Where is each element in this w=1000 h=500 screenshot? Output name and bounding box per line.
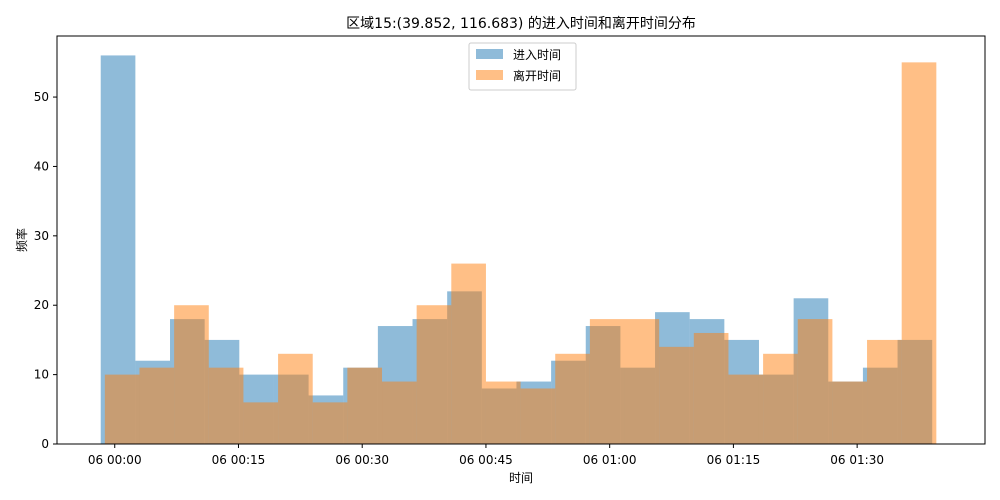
x-tick-label: 06 01:15 xyxy=(707,453,761,467)
bar-exit-19 xyxy=(763,354,798,444)
legend-swatch-entry xyxy=(476,49,503,59)
bar-exit-11 xyxy=(486,382,521,444)
bar-exit-1 xyxy=(139,368,174,444)
x-tick-label: 06 01:00 xyxy=(583,453,637,467)
y-tick-label: 0 xyxy=(41,437,49,451)
bar-exit-20 xyxy=(798,319,833,444)
bar-exit-6 xyxy=(313,402,348,444)
bar-exit-12 xyxy=(521,388,556,444)
bar-exit-9 xyxy=(417,305,452,444)
bar-exit-14 xyxy=(590,319,625,444)
bar-exit-10 xyxy=(451,264,486,444)
legend: 进入时间 离开时间 xyxy=(469,43,576,90)
bar-exit-4 xyxy=(243,402,278,444)
y-tick-label: 20 xyxy=(34,298,49,312)
x-tick-label: 06 00:00 xyxy=(88,453,142,467)
x-tick-label: 06 00:15 xyxy=(212,453,266,467)
bar-exit-23 xyxy=(902,62,937,444)
bar-exit-16 xyxy=(659,347,694,444)
bar-exit-17 xyxy=(694,333,729,444)
legend-swatch-exit xyxy=(476,70,503,80)
chart-title: 区域15:(39.852, 116.683) 的进入时间和离开时间分布 xyxy=(346,15,696,32)
bar-exit-2 xyxy=(174,305,209,444)
y-tick-label: 30 xyxy=(34,229,49,243)
bar-exit-22 xyxy=(867,340,902,444)
x-tick-label: 06 00:30 xyxy=(335,453,389,467)
bar-exit-7 xyxy=(347,368,382,444)
legend-label-exit: 离开时间 xyxy=(513,68,561,83)
y-tick-label: 40 xyxy=(34,159,49,173)
bar-exit-15 xyxy=(625,319,660,444)
x-tick-label: 06 01:30 xyxy=(830,453,884,467)
x-axis-label: 时间 xyxy=(509,471,533,485)
bar-exit-8 xyxy=(382,382,417,444)
bar-exit-3 xyxy=(209,368,244,444)
bar-exit-5 xyxy=(278,354,313,444)
bar-exit-0 xyxy=(105,375,140,444)
y-tick-label: 50 xyxy=(34,90,49,104)
y-tick-label: 10 xyxy=(34,368,49,382)
bar-exit-21 xyxy=(832,382,867,444)
x-tick-label: 06 00:45 xyxy=(459,453,513,467)
y-axis-label: 频率 xyxy=(14,228,29,252)
bar-exit-13 xyxy=(555,354,590,444)
legend-label-entry: 进入时间 xyxy=(513,48,561,62)
bar-exit-18 xyxy=(728,375,763,444)
